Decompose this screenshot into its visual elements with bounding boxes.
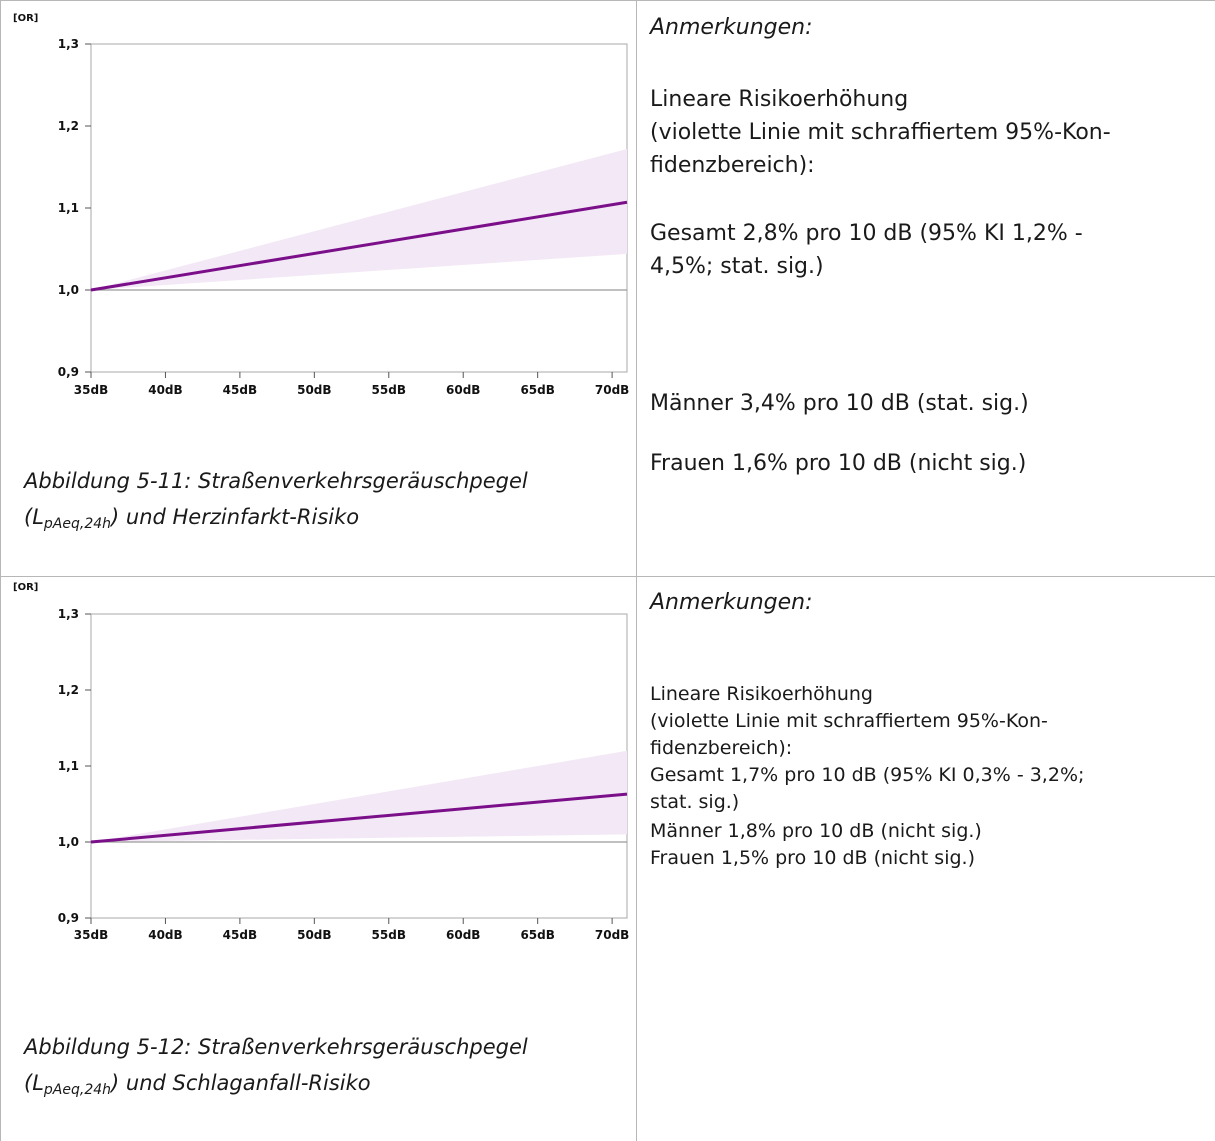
x-tick-label: 50dB: [297, 928, 331, 942]
y-tick-label: 1,2: [58, 683, 79, 697]
y-tick-label: 1,0: [58, 835, 79, 849]
note-line: Frauen 1,6% pro 10 dB (nicht sig.): [650, 451, 1027, 476]
caption-rest: ) und Herzinfarkt-Risiko: [111, 505, 360, 529]
note-line: Frauen 1,5% pro 10 dB (nicht sig.): [650, 847, 975, 869]
notes-title: Anmerkungen:: [650, 15, 813, 40]
caption-line-1: Abbildung 5-12: Straßenverkehrsgeräuschp…: [24, 1035, 528, 1059]
notes-women: Frauen 1,6% pro 10 dB (nicht sig.): [650, 447, 1210, 480]
notes-cell-1: Anmerkungen: Lineare Risikoerhöhung (vio…: [636, 1, 1215, 577]
notes-men: Männer 3,4% pro 10 dB (stat. sig.): [650, 387, 1210, 420]
x-tick-label: 55dB: [372, 383, 406, 397]
y-unit-label: [OR]: [13, 13, 38, 24]
note-line: fidenzbereich):: [650, 737, 793, 759]
x-tick-label: 70dB: [595, 383, 629, 397]
figure-row-1: [OR] 1,3 1,2 1,1 1,0 0,9 35dB 40dB 45dB 50dB 55dB 6…: [0, 0, 1215, 577]
y-tick-label: 0,9: [58, 911, 79, 925]
note-line: Männer 3,4% pro 10 dB (stat. sig.): [650, 391, 1029, 416]
notes-cell-2: Anmerkungen: Lineare Risikoerhöhung (vio…: [636, 577, 1215, 1141]
caption-line-1: Abbildung 5-11: Straßenverkehrsgeräuschp…: [24, 469, 528, 493]
chart-cell-1: [OR] 1,3 1,2 1,1 1,0 0,9 35dB 40dB 45dB 50dB 55dB 6…: [0, 1, 637, 577]
x-tick-label: 45dB: [223, 928, 257, 942]
risk-line: [90, 200, 628, 292]
y-tick-label: 1,3: [58, 37, 79, 51]
risk-line: [90, 792, 628, 844]
note-line: Gesamt 1,7% pro 10 dB (95% KI 0,3% - 3,2…: [650, 764, 1085, 786]
confidence-band: [91, 148, 627, 290]
chart-schlaganfall: [OR] 1,3 1,2 1,1 1,0 0,9 35dB 40dB 45dB 50dB 55dB 6…: [13, 582, 629, 942]
x-tick-label: 35dB: [74, 928, 108, 942]
note-line: stat. sig.): [650, 791, 740, 813]
note-line: Lineare Risikoerhöhung: [650, 87, 909, 112]
figure-row-2: [OR] 1,3 1,2 1,1 1,0 0,9 35dB 40dB 45dB 50dB 55dB 6…: [0, 576, 1215, 1141]
caption-sub-open: (L: [24, 505, 44, 529]
note-line: Männer 1,8% pro 10 dB (nicht sig.): [650, 820, 982, 842]
note-line: 4,5%; stat. sig.): [650, 254, 824, 279]
note-line: Lineare Risikoerhöhung: [650, 683, 873, 705]
note-line: Gesamt 2,8% pro 10 dB (95% KI 1,2% -: [650, 221, 1083, 246]
x-tick-label: 60dB: [446, 383, 480, 397]
chart-herzinfarkt: [OR] 1,3 1,2 1,1 1,0 0,9 35dB 40dB 45dB 50dB 55dB 6…: [13, 13, 629, 397]
caption-subscript: pAeq,24h: [43, 516, 112, 532]
y-tick-label: 1,2: [58, 119, 79, 133]
x-tick-label: 50dB: [297, 383, 331, 397]
confidence-band: [91, 750, 627, 842]
x-tick-label: 40dB: [148, 928, 182, 942]
notes-total: Gesamt 2,8% pro 10 dB (95% KI 1,2% - 4,5…: [650, 217, 1210, 283]
figure-caption-1: Abbildung 5-11: Straßenverkehrsgeräuschp…: [24, 463, 528, 542]
notes-title: Anmerkungen:: [650, 590, 813, 615]
x-tick-label: 45dB: [223, 383, 257, 397]
y-tick-label: 1,1: [58, 201, 79, 215]
caption-rest: ) und Schlaganfall-Risiko: [111, 1071, 371, 1095]
x-tick-label: 55dB: [372, 928, 406, 942]
x-tick-label: 65dB: [520, 928, 554, 942]
chart-cell-2: [OR] 1,3 1,2 1,1 1,0 0,9 35dB 40dB 45dB 50dB 55dB 6…: [0, 577, 637, 1141]
caption-sub-open: (L: [24, 1071, 44, 1095]
y-tick-label: 1,3: [58, 607, 79, 621]
caption-line-2: (LpAeq,24h) und Schlaganfall-Risiko: [24, 1065, 528, 1108]
x-tick-label: 65dB: [520, 383, 554, 397]
note-line: (violette Linie mit schraffiertem 95%-Ko…: [650, 120, 1111, 145]
figure-caption-2: Abbildung 5-12: Straßenverkehrsgeräuschp…: [24, 1029, 528, 1108]
y-tick-label: 1,0: [58, 283, 79, 297]
notes-block: Lineare Risikoerhöhung (violette Linie m…: [650, 681, 1210, 816]
caption-subscript: pAeq,24h: [43, 1082, 112, 1098]
x-tick-label: 35dB: [74, 383, 108, 397]
note-line: fidenzbereich):: [650, 153, 815, 178]
caption-line-2: (LpAeq,24h) und Herzinfarkt-Risiko: [24, 499, 528, 542]
y-tick-label: 1,1: [58, 759, 79, 773]
x-tick-label: 60dB: [446, 928, 480, 942]
y-tick-label: 0,9: [58, 365, 79, 379]
y-unit-label: [OR]: [13, 582, 38, 593]
x-tick-label: 70dB: [595, 928, 629, 942]
note-line: (violette Linie mit schraffiertem 95%-Ko…: [650, 710, 1048, 732]
notes-sex: Männer 1,8% pro 10 dB (nicht sig.) Fraue…: [650, 818, 1210, 872]
notes-intro: Lineare Risikoerhöhung (violette Linie m…: [650, 83, 1210, 182]
x-tick-label: 40dB: [148, 383, 182, 397]
